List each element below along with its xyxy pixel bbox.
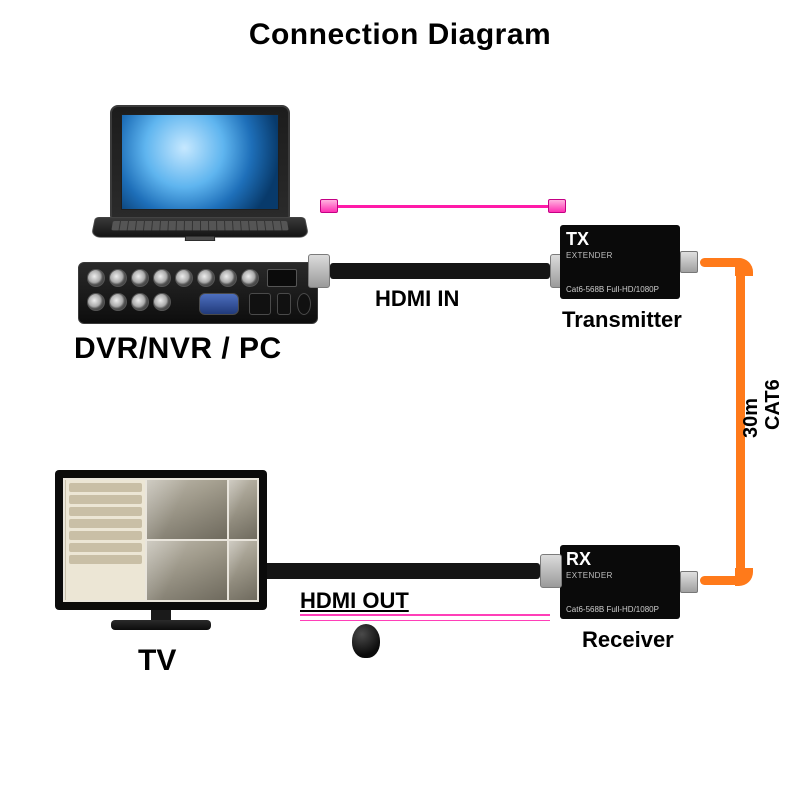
mouse-icon xyxy=(352,624,380,658)
receiver-label: Receiver xyxy=(582,627,674,653)
rj45-port-icon xyxy=(680,251,698,273)
display-label: TV xyxy=(138,644,176,678)
display-tv-icon xyxy=(55,470,267,640)
transmitter-sub: EXTENDER xyxy=(566,251,613,260)
source-laptop-icon xyxy=(95,105,305,255)
source-dvr-icon xyxy=(78,262,318,324)
receiver-sub: EXTENDER xyxy=(566,571,613,580)
receiver-box-icon: RX EXTENDER Cat6-568B Full-HD/1080P xyxy=(560,545,680,619)
receiver-spec: Cat6-568B Full-HD/1080P xyxy=(566,605,659,614)
receiver-tag: RX xyxy=(566,549,591,570)
hdmi-connector-icon xyxy=(320,199,338,213)
source-label: DVR/NVR / PC xyxy=(74,332,282,366)
rj45-port-icon xyxy=(680,571,698,593)
hdmi-out-label: HDMI OUT xyxy=(300,588,409,614)
cat6-length-label: 30m xyxy=(740,398,763,438)
hdmi-in-label: HDMI IN xyxy=(375,286,459,312)
transmitter-tag: TX xyxy=(566,229,589,250)
diagram-title: Connection Diagram xyxy=(0,18,800,52)
transmitter-box-icon: TX EXTENDER Cat6-568B Full-HD/1080P xyxy=(560,225,680,299)
transmitter-spec: Cat6-568B Full-HD/1080P xyxy=(566,285,659,294)
hdmi-cable-pink-icon xyxy=(338,205,548,208)
cat6-type-label: CAT6 xyxy=(762,379,785,430)
hdmi-out-pink-lines-icon xyxy=(300,614,550,624)
transmitter-label: Transmitter xyxy=(562,307,682,333)
hdmi-connector-icon xyxy=(548,199,566,213)
